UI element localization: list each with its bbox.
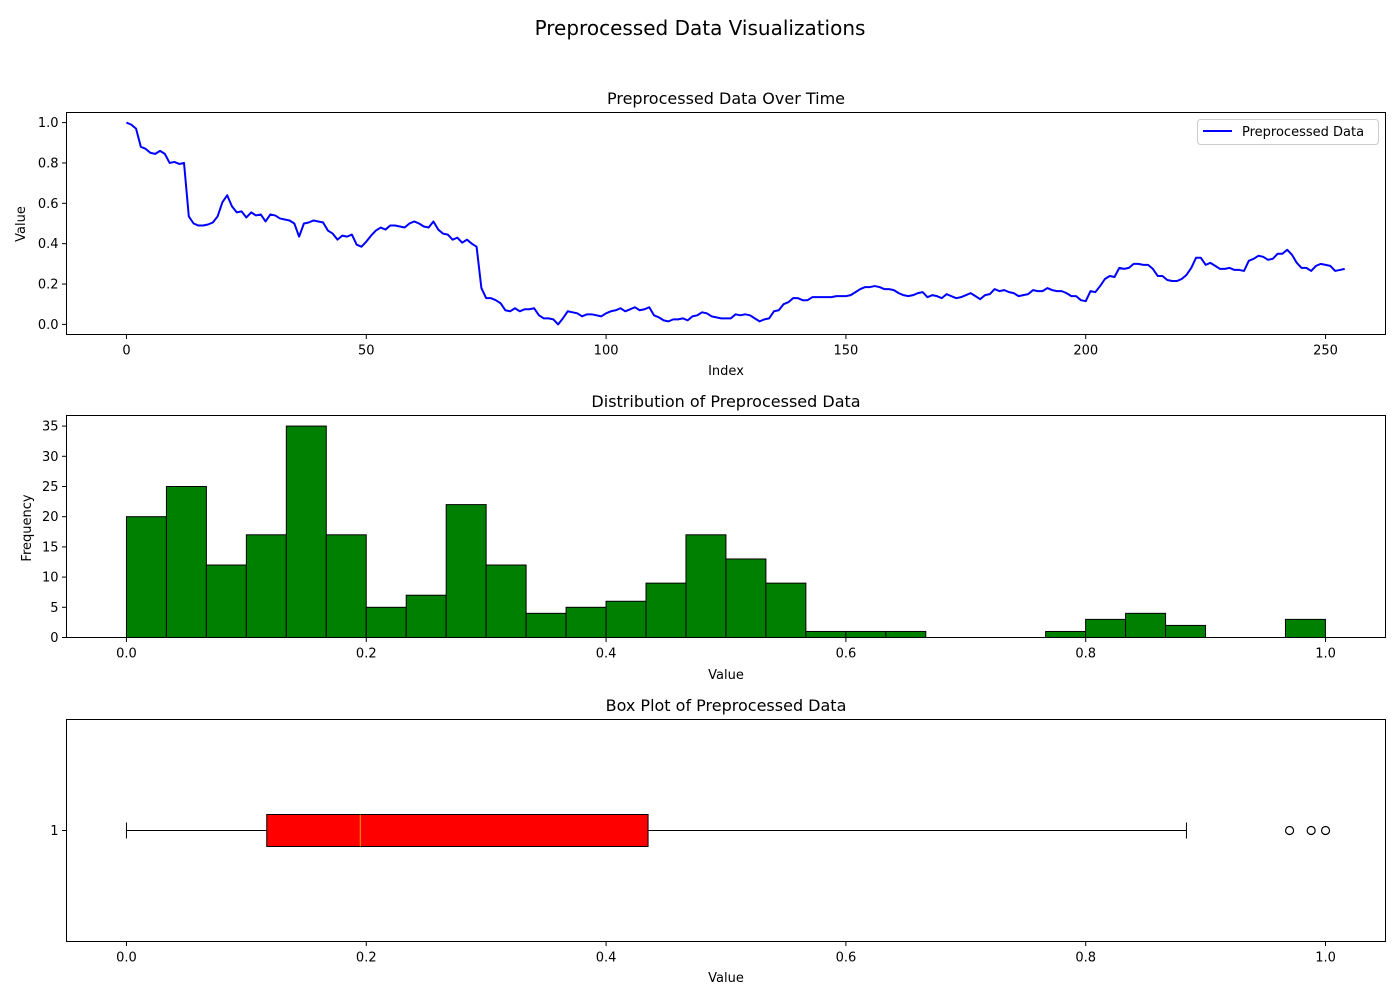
line-chart-x-tick-label: 200 (1073, 344, 1098, 359)
boxplot-x-tick-label: 0.0 (116, 951, 137, 966)
histogram-bar (845, 630, 887, 638)
histogram-bar (525, 612, 567, 638)
line-chart-x-tick-label: 0 (122, 344, 130, 359)
histogram-y-tick-label: 10 (42, 571, 59, 586)
boxplot-x-ticks: 0.0 0.2 0.4 0.6 0.8 1.0 (116, 941, 1336, 966)
histogram-bar (245, 534, 287, 639)
boxplot-x-tick-label: 0.4 (596, 951, 617, 966)
histogram-x-tick-label: 1.0 (1315, 647, 1336, 662)
histogram-bar (685, 534, 727, 639)
histogram-x-tick-label: 0.8 (1075, 647, 1096, 662)
histogram-bar (765, 582, 807, 638)
histogram-x-tick-label: 0.2 (356, 647, 377, 662)
line-chart-y-label: Value (14, 206, 29, 242)
histogram-y-tick-label: 30 (42, 450, 59, 465)
line-chart-x-ticks: 0 50 100 150 200 250 (122, 334, 1338, 359)
histogram-bar (885, 630, 927, 638)
figure-title: Preprocessed Data Visualizations (535, 16, 866, 40)
histogram-y-tick-label: 0 (50, 631, 58, 646)
boxplot-x-tick-label: 0.6 (836, 951, 857, 966)
histogram-bar (285, 425, 327, 639)
outlier-point (1306, 825, 1316, 836)
boxplot-axes: Box Plot of Preprocessed Data 0.0 0.2 0.4 0… (50, 696, 1386, 986)
legend-label: Preprocessed Data (1242, 125, 1364, 140)
histogram-frame (66, 415, 1386, 638)
histogram-bar (445, 504, 487, 639)
histogram-bar (405, 594, 447, 639)
line-chart-y-tick-label: 0.0 (38, 318, 59, 333)
legend-box (1197, 119, 1379, 145)
boxplot-x-tick-label: 1.0 (1315, 951, 1336, 966)
box-iqr (266, 814, 649, 847)
histogram-bar (485, 564, 527, 638)
histogram-bar (205, 564, 247, 638)
histogram-x-tick-label: 0.0 (116, 647, 137, 662)
histogram-x-tick-label: 0.6 (836, 647, 857, 662)
boxplot-title: Box Plot of Preprocessed Data (606, 696, 847, 715)
line-chart-x-tick-label: 100 (594, 344, 619, 359)
histogram-bar (165, 485, 207, 638)
line-chart-y-tick-label: 0.4 (38, 237, 59, 252)
histogram-plot-area (125, 425, 1326, 639)
histogram-x-tick-label: 0.4 (596, 647, 617, 662)
line-chart-y-tick-label: 0.6 (38, 197, 59, 212)
line-chart-axes: Preprocessed Data Over Time 0 50 100 150 200… (14, 89, 1386, 379)
boxplot-x-tick-label: 0.2 (356, 951, 377, 966)
histogram-y-tick-label: 25 (42, 480, 59, 495)
histogram-y-ticks: 0 5 10 15 20 25 30 35 (42, 420, 67, 646)
outlier-point (1320, 825, 1331, 836)
histogram-bar (725, 558, 767, 638)
line-chart-x-tick-label: 150 (833, 344, 858, 359)
histogram-bar (565, 606, 607, 638)
line-chart-x-label: Index (708, 364, 744, 379)
histogram-y-label: Frequency (20, 494, 35, 561)
histogram-bar (1165, 624, 1207, 639)
line-chart-legend: Preprocessed Data (1197, 119, 1379, 145)
histogram-y-tick-label: 35 (42, 420, 59, 435)
histogram-bar (645, 582, 687, 638)
histogram-y-tick-label: 15 (42, 540, 59, 555)
histogram-y-tick-label: 5 (50, 601, 58, 616)
boxplot-y-tick-label: 1 (50, 824, 58, 839)
line-chart-x-tick-label: 50 (358, 344, 375, 359)
line-chart-frame (66, 112, 1386, 335)
histogram-bar (1125, 612, 1167, 638)
histogram-bar (125, 516, 167, 638)
line-chart-x-tick-label: 250 (1313, 344, 1338, 359)
histogram-y-tick-label: 20 (42, 510, 59, 525)
histogram-bar (1284, 618, 1326, 639)
histogram-title: Distribution of Preprocessed Data (591, 392, 860, 411)
histogram-bar (1085, 618, 1127, 639)
line-chart-title: Preprocessed Data Over Time (607, 89, 845, 108)
outlier-point (1284, 825, 1295, 836)
histogram-bar (805, 630, 847, 638)
histogram-x-label: Value (708, 668, 744, 683)
histogram-bar (605, 600, 647, 639)
histogram-bar (1045, 630, 1087, 638)
histogram-x-ticks: 0.0 0.2 0.4 0.6 0.8 1.0 (116, 637, 1336, 662)
boxplot-plot-area (125, 814, 1331, 847)
line-chart-y-tick-label: 0.2 (38, 278, 59, 293)
histogram-bar (325, 534, 367, 639)
boxplot-x-label: Value (708, 971, 744, 986)
histogram-axes: Distribution of Preprocessed Data 0.0 0.2… (20, 392, 1386, 683)
boxplot-x-tick-label: 0.8 (1075, 951, 1096, 966)
boxplot-y-ticks: 1 (50, 824, 67, 839)
line-chart-plot-area (126, 121, 1345, 326)
line-chart-y-tick-label: 0.8 (38, 156, 59, 171)
line-chart-y-ticks: 0.0 0.2 0.4 0.6 0.8 1.0 (38, 116, 67, 333)
series-line-preprocessed-data (126, 121, 1345, 326)
line-chart-y-tick-label: 1.0 (38, 116, 59, 131)
histogram-bar (365, 606, 407, 638)
